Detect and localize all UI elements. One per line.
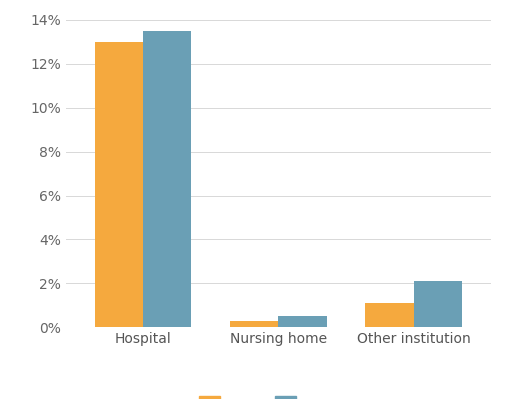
Bar (94, 42, 143, 327)
Bar (230, 321, 278, 327)
Bar (143, 31, 191, 327)
Bar (365, 303, 413, 327)
Legend: men, women: men, women (191, 389, 364, 399)
Bar (278, 316, 326, 327)
Bar (413, 281, 461, 327)
